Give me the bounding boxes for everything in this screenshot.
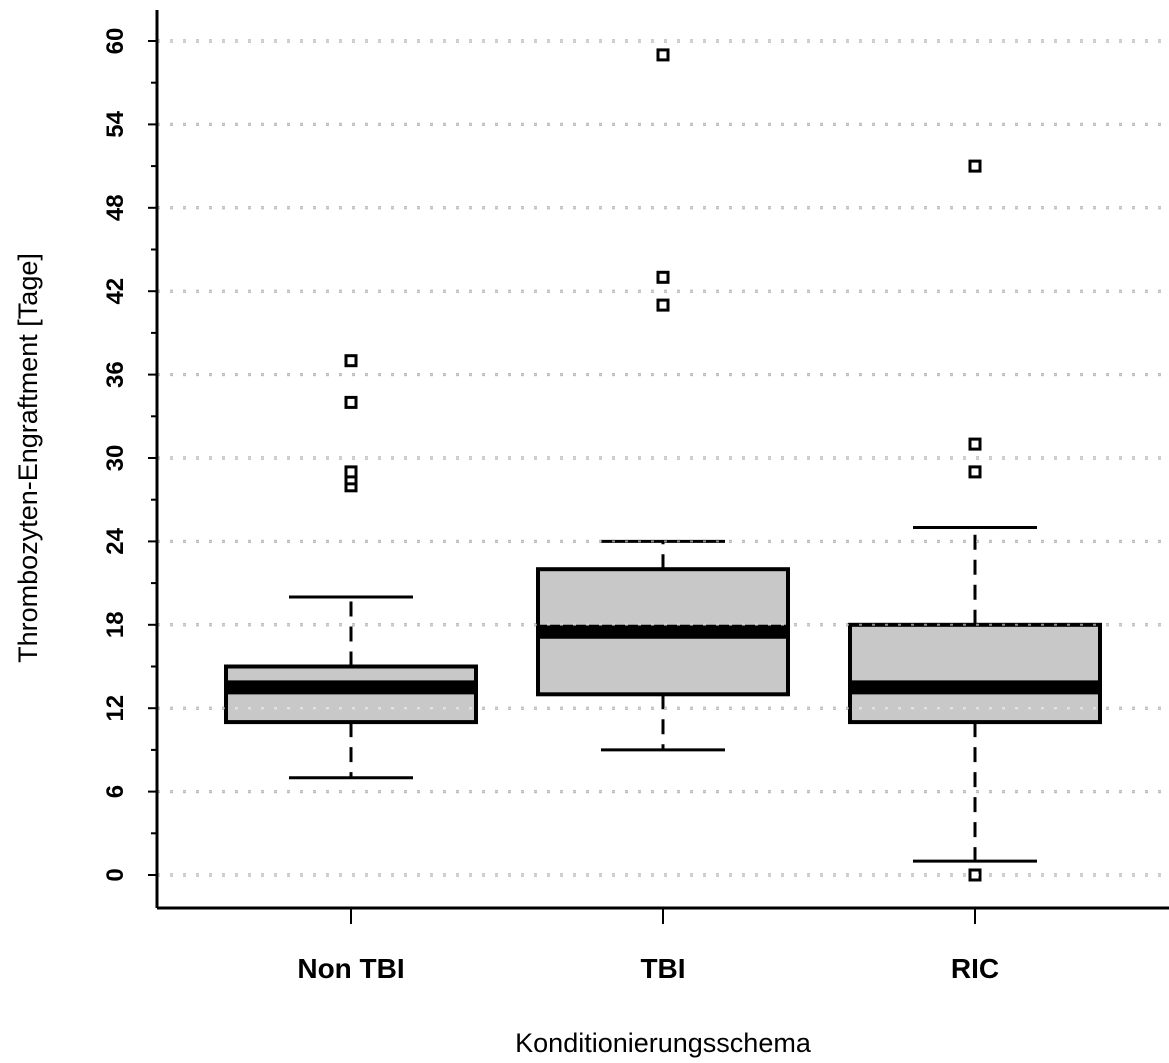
y-tick-label: 6: [102, 785, 129, 798]
box-ric: [848, 159, 1102, 882]
outlier-point: [656, 48, 670, 62]
y-tick-label: 48: [102, 194, 129, 221]
boxes: [224, 48, 1102, 882]
outlier-point: [344, 465, 358, 479]
outlier-point: [344, 395, 358, 409]
y-tick-label: 18: [102, 611, 129, 638]
outlier-point: [656, 298, 670, 312]
box-tbi: [536, 48, 790, 752]
box-non-tbi: [224, 354, 478, 780]
y-tick-label: 0: [102, 868, 129, 881]
y-tick-label: 42: [102, 278, 129, 305]
y-tick-label: 36: [102, 361, 129, 388]
x-axis-title: Konditionierungsschema: [515, 1028, 812, 1058]
outlier-point: [968, 159, 982, 173]
x-tick-label: Non TBI: [297, 953, 404, 984]
x-tick-label: RIC: [951, 953, 999, 984]
outlier-point: [968, 437, 982, 451]
outlier-point: [968, 868, 982, 882]
y-tick-label: 54: [102, 110, 129, 137]
y-tick-label: 60: [102, 28, 129, 55]
outlier-point: [968, 465, 982, 479]
y-ticks: 0 6 12 18 24 30 36 42 48 54 60: [102, 28, 157, 882]
y-axis-title: Thrombozyten-Engraftment [Tage]: [13, 253, 43, 663]
y-tick-label: 24: [102, 527, 129, 554]
x-tick-label: TBI: [640, 953, 685, 984]
iqr-box: [848, 622, 1102, 725]
y-tick-label: 30: [102, 445, 129, 472]
outlier-point: [344, 354, 358, 368]
x-ticks: Non TBI TBI RIC: [297, 908, 999, 984]
axes: [155, 10, 1169, 910]
outlier-point: [656, 270, 670, 284]
y-tick-label: 12: [102, 695, 129, 722]
